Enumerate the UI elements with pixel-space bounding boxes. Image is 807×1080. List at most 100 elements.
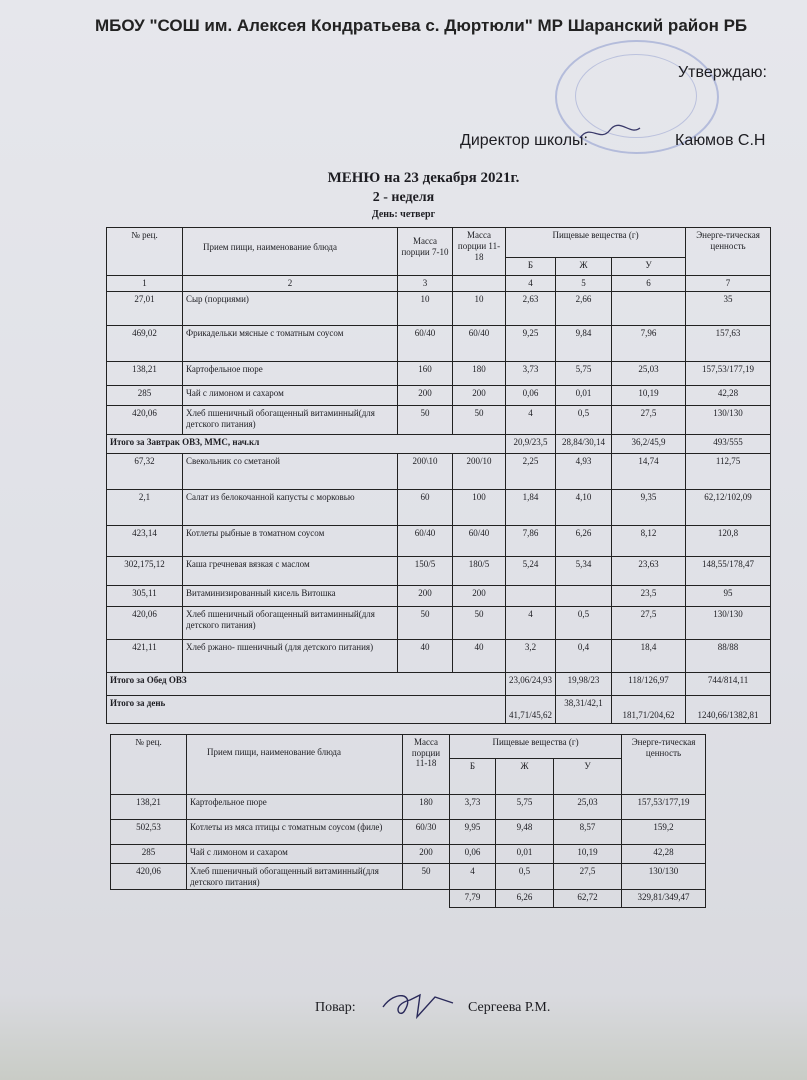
carbs: 27,5 <box>610 605 687 640</box>
menu-title: МЕНЮ на 23 декабря 2021г. <box>327 170 520 186</box>
rec-number: 420,06 <box>106 404 183 435</box>
protein: 9,25 <box>505 324 556 362</box>
mass-7-10: 50 <box>397 404 453 435</box>
table-row: 302,175,12 Каша гречневая вязкая с маслом… <box>106 555 772 586</box>
mass-11-18: 200 <box>402 843 450 864</box>
mass-7-10: 160 <box>397 360 453 386</box>
dish-name: Хлеб пшеничный обогащенный витаминный(дл… <box>182 605 398 640</box>
table-row: 423,14 Котлеты рыбные в томатном соусом 60… <box>106 524 772 557</box>
fat: 2,66 <box>555 290 612 326</box>
table-row: 420,06 Хлеб пшеничный обогащенный витамин… <box>106 404 772 435</box>
total-energy: 1240,66/1382,81 <box>685 694 772 724</box>
energy: 130/130 <box>685 404 772 435</box>
fat: 0,5 <box>555 404 612 435</box>
table-row: 469,02 Фрикадельки мясные с томатным соус… <box>106 324 772 362</box>
mass-11-18: 60/40 <box>452 324 506 362</box>
rec-number: 285 <box>106 384 183 406</box>
carbs <box>610 290 687 326</box>
official-stamp-inner <box>575 54 697 138</box>
energy: 42,28 <box>685 384 772 406</box>
rec-number: 138,21 <box>110 793 187 820</box>
carbs: 27,5 <box>552 862 623 891</box>
protein: 4 <box>505 404 556 435</box>
total-energy: 329,81/349,47 <box>621 889 707 909</box>
total-carbs: 118/126,97 <box>610 671 687 696</box>
header-b: Б <box>449 757 496 795</box>
energy: 120,8 <box>685 524 772 557</box>
fat: 0,01 <box>495 843 554 864</box>
mass-11-18: 60/40 <box>452 524 506 557</box>
column-number: 6 <box>610 275 687 292</box>
mass-11-18: 180 <box>402 793 450 820</box>
header-nutrients: Пищевые вещества (г) <box>448 733 623 759</box>
total-protein: 23,06/24,93 <box>505 671 556 696</box>
fat: 4,93 <box>555 452 612 490</box>
header-nutrients: Пищевые вещества (г) <box>504 227 687 258</box>
dish-name: Салат из белокочанной капусты с морковью <box>182 488 398 526</box>
header-energy: Энерге-тическая ценность <box>685 227 772 276</box>
energy: 148,55/178,47 <box>685 555 772 586</box>
total-protein: 7,79 <box>449 889 496 909</box>
column-number: 7 <box>685 275 772 292</box>
fat: 9,84 <box>555 324 612 362</box>
cook-label: Повар: <box>315 1000 356 1015</box>
mass-11-18: 50 <box>402 862 450 891</box>
table-row: 138,21 Картофельное пюре 160 180 3,73 5,75 25,… <box>106 360 772 386</box>
energy: 130/130 <box>621 862 707 891</box>
menu-table-secondary: № рец. Прием пищи, наименование блюда Ма… <box>110 733 707 909</box>
dish-name: Хлеб пшеничный обогащенный витаминный(дл… <box>186 862 403 891</box>
energy: 62,12/102,09 <box>685 488 772 526</box>
rec-number: 138,21 <box>106 360 183 386</box>
mass-11-18: 50 <box>452 404 506 435</box>
carbs: 14,74 <box>610 452 687 490</box>
energy: 88/88 <box>685 638 772 673</box>
menu-tables: № рец. Прием пищи, наименование блюда Ма… <box>0 227 807 909</box>
rec-number: 502,53 <box>110 818 187 845</box>
carbs: 23,5 <box>610 584 687 607</box>
protein: 4 <box>449 862 496 891</box>
dish-name: Хлеб ржано- пшеничный (для детского пита… <box>182 638 398 673</box>
protein: 9,95 <box>449 818 496 845</box>
fat: 4,10 <box>555 488 612 526</box>
mass-11-18: 100 <box>452 488 506 526</box>
fat <box>555 584 612 607</box>
mass-7-10: 60/40 <box>397 524 453 557</box>
mass-7-10: 200 <box>397 584 453 607</box>
column-number <box>452 275 506 292</box>
header-mass-7-10: Масса порции 7-10 <box>397 227 453 276</box>
energy: 35 <box>685 290 772 326</box>
dish-name: Каша гречневая вязкая с маслом <box>182 555 398 586</box>
table-row: 67,32 Свекольник со сметаной 200\10 200/10 2… <box>106 452 772 490</box>
mass-11-18: 50 <box>452 605 506 640</box>
total-fat: 28,84/30,14 <box>555 433 612 454</box>
total-label: Итого за день <box>106 694 506 724</box>
protein: 0,06 <box>505 384 556 406</box>
carbs: 7,96 <box>610 324 687 362</box>
total-label: Итого за Завтрак ОВЗ, ММС, нач.кл <box>106 433 506 454</box>
protein: 1,84 <box>505 488 556 526</box>
menu-day: День: четверг <box>371 209 436 220</box>
mass-11-18: 200 <box>452 584 506 607</box>
mass-7-10: 200 <box>397 384 453 406</box>
total-carbs: 181,71/204,62 <box>610 694 687 724</box>
header-u: У <box>610 257 687 276</box>
dish-name: Витаминизированный кисель Витошка <box>182 584 398 607</box>
total-label: Итого за Обед ОВЗ <box>106 671 506 696</box>
total-energy: 493/555 <box>685 433 772 454</box>
mass-7-10: 60/40 <box>397 324 453 362</box>
dish-name: Сыр (порциями) <box>182 290 398 326</box>
table-row: 420,06 Хлеб пшеничный обогащенный витамин… <box>106 605 772 640</box>
approve-label: Утверждаю: <box>678 64 767 81</box>
dish-name: Котлеты из мяса птицы с томатным соусом … <box>186 818 403 845</box>
menu-week: 2 - неделя <box>372 190 435 205</box>
total-fat: 6,26 <box>495 889 554 909</box>
rec-number: 302,175,12 <box>106 555 183 586</box>
fat: 0,4 <box>555 638 612 673</box>
total-row: Итого за день 41,71/45,62 38,31/42,1 181,71… <box>106 694 772 724</box>
rec-number: 67,32 <box>106 452 183 490</box>
mass-11-18: 200/10 <box>452 452 506 490</box>
table-row: 27,01 Сыр (порциями) 10 10 2,63 2,66 35 <box>106 290 772 326</box>
protein: 7,86 <box>505 524 556 557</box>
table-row: 138,21 Картофельное пюре 180 3,73 5,75 25,03 1… <box>110 793 707 820</box>
carbs: 27,5 <box>610 404 687 435</box>
